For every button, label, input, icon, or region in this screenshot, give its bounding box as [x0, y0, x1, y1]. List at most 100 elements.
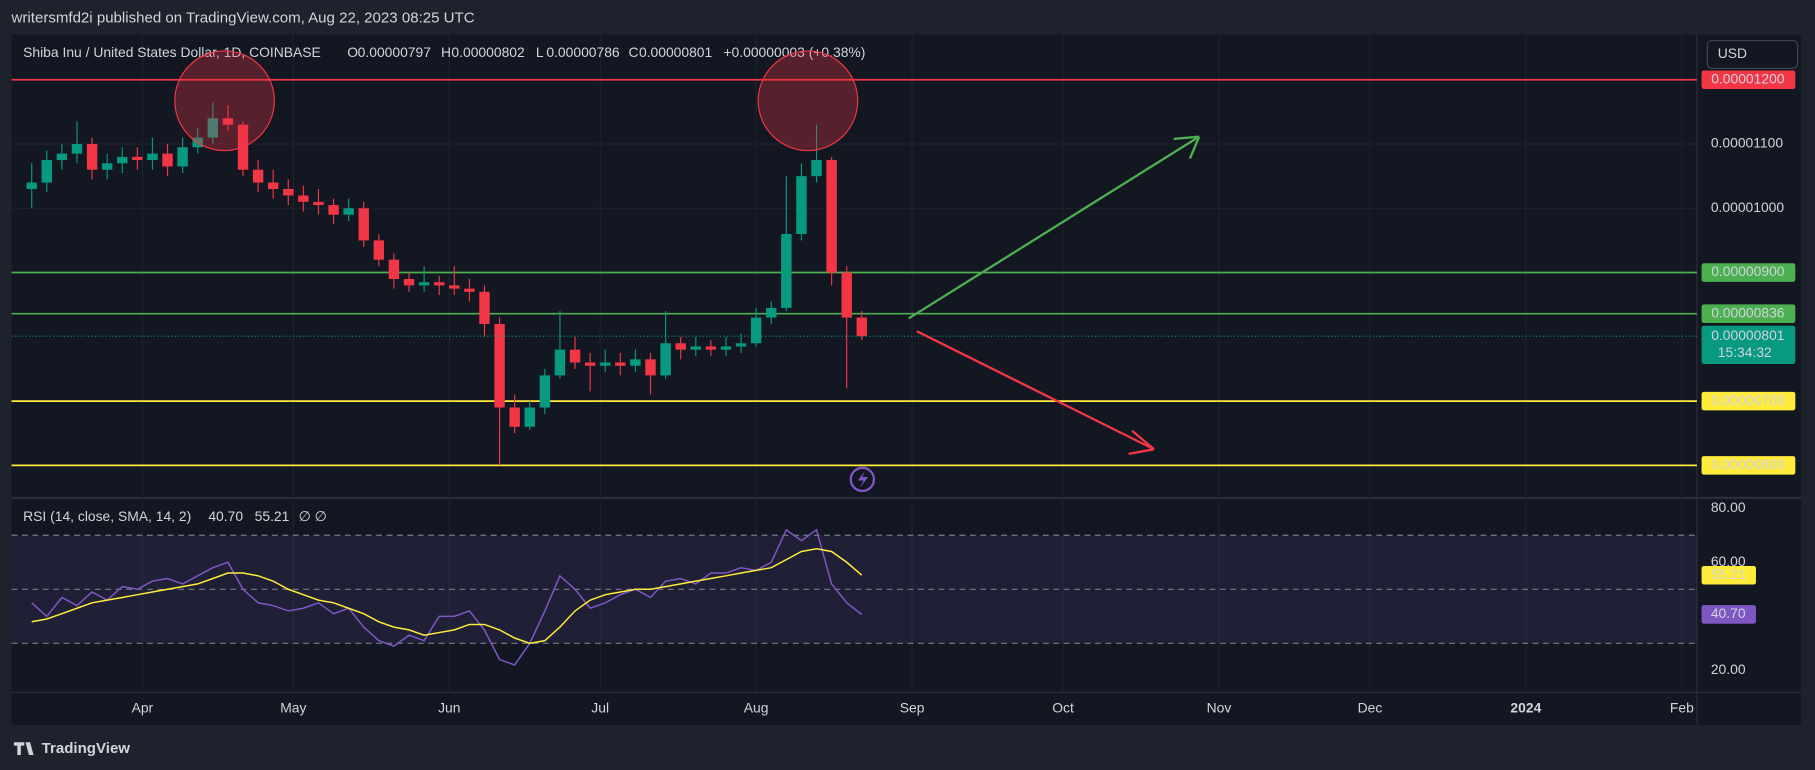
- level-badge: [1701, 263, 1796, 282]
- candle-body: [494, 323, 505, 408]
- candle-body: [750, 317, 762, 344]
- x-tick-label: 2024: [1510, 699, 1541, 715]
- candle-body: [781, 233, 792, 308]
- plot: Apr May Jun Jul Aug Sep Oct Nov Dec 2024 Feb 0.0000…: [11, 34, 1796, 715]
- candle-body: [71, 144, 83, 154]
- candle-body: [56, 153, 68, 161]
- x-tick-label: Apr: [132, 699, 154, 715]
- candle-body: [207, 118, 219, 138]
- candle-body: [524, 407, 535, 427]
- y-tick-label: 20.00: [1711, 661, 1746, 677]
- candle-body: [418, 282, 430, 286]
- candle-body: [26, 182, 37, 189]
- candle-body: [479, 291, 490, 324]
- legend-value: 0.00000786: [546, 44, 620, 60]
- level-badge: [1701, 391, 1796, 411]
- legend-key: L: [536, 44, 544, 60]
- level-badge: [1701, 70, 1796, 89]
- candle-body: [449, 285, 460, 289]
- annotations: [174, 50, 1201, 493]
- candle-body: [856, 317, 868, 337]
- candle-body: [826, 160, 837, 273]
- level-label: 0.00000836: [1711, 304, 1785, 320]
- currency-label[interactable]: USD: [1718, 45, 1747, 61]
- highlight-circle: [757, 50, 859, 152]
- candle-body: [298, 195, 309, 202]
- level-label: 0.00000700: [1711, 392, 1785, 408]
- chart-title: Shiba Inu / United States Dollar, 1D, CO…: [23, 44, 321, 60]
- event-bolt: [857, 471, 869, 488]
- candle-body: [328, 205, 339, 215]
- x-tick-label: Sep: [900, 699, 925, 715]
- candle-body: [660, 343, 671, 376]
- legend-key: C: [629, 44, 639, 60]
- legend-value: 0.00000797: [358, 44, 432, 60]
- candle-body: [267, 182, 279, 189]
- candle-body: [41, 160, 53, 183]
- candle-body: [283, 188, 294, 196]
- x-tick-label: Feb: [1670, 699, 1694, 715]
- x-tick-label: Dec: [1358, 699, 1383, 715]
- candle-body: [343, 208, 354, 215]
- y-tick-label: 0.00001000: [1711, 199, 1785, 215]
- legend-value: 0.00000801: [639, 44, 713, 60]
- candle-body: [811, 160, 822, 177]
- legend-value: 0.00000802: [451, 44, 525, 60]
- value-badge: [1701, 605, 1756, 624]
- rsi-line: [31, 528, 863, 666]
- x-tick-label: Jul: [591, 699, 609, 715]
- level-label: 0.00001200: [1711, 70, 1785, 86]
- rsi-band-fill: [11, 535, 1697, 644]
- candle-body: [222, 118, 234, 125]
- candle-body: [86, 144, 98, 170]
- chart-panel: [11, 34, 1802, 725]
- x-tick-label: Oct: [1052, 699, 1074, 715]
- last-price-label: 0.00000801: [1711, 327, 1785, 343]
- y-tick-label: 80.00: [1711, 499, 1746, 515]
- candle-body: [554, 349, 566, 376]
- countdown: 15:34:32: [1718, 344, 1772, 360]
- event-icon[interactable]: [849, 466, 876, 493]
- candle-body: [615, 362, 626, 366]
- legend-key: H: [441, 44, 451, 60]
- candle-body: [252, 169, 264, 183]
- candle-body: [675, 343, 686, 350]
- level-label: 0.00000600: [1711, 456, 1785, 472]
- candle-body: [147, 153, 158, 161]
- candle-body: [796, 176, 807, 234]
- candle-body: [539, 375, 551, 408]
- candle-body: [735, 343, 747, 347]
- candle-body: [162, 153, 173, 167]
- x-tick-label: May: [280, 699, 306, 715]
- candle-body: [132, 156, 143, 161]
- candle-body: [766, 307, 777, 318]
- candle-body: [177, 147, 188, 167]
- level-label: 0.00000900: [1711, 263, 1785, 279]
- candle-body: [313, 201, 324, 206]
- candle-body: [373, 240, 385, 260]
- indicator-title: RSI (14, close, SMA, 14, 2): [23, 508, 191, 524]
- down-arrow: [916, 330, 1155, 456]
- candle-body: [600, 362, 611, 366]
- currency-button[interactable]: [1706, 39, 1799, 69]
- rsi-line: [31, 547, 863, 645]
- candle-body: [509, 407, 520, 427]
- y-tick-label: 60.00: [1711, 553, 1746, 569]
- level-badge: [1701, 304, 1796, 323]
- candle-body: [403, 278, 415, 286]
- value-badge: [1701, 565, 1756, 585]
- indicator-extra: ∅ ∅: [299, 508, 327, 524]
- brand: TradingView: [42, 740, 131, 757]
- publisher: writersmfd2i published on TradingView.co…: [11, 9, 475, 26]
- last-price-badge: [1701, 325, 1796, 364]
- indicator-value: 55.21: [255, 508, 290, 524]
- candle-body: [630, 359, 641, 366]
- y-tick-label: 0.00001100: [1711, 135, 1784, 151]
- legend-key: O: [347, 44, 358, 60]
- logo: [13, 742, 34, 755]
- candle-body: [584, 362, 596, 366]
- candle-body: [433, 282, 445, 286]
- candle-body: [645, 359, 656, 376]
- candle-body: [690, 346, 701, 350]
